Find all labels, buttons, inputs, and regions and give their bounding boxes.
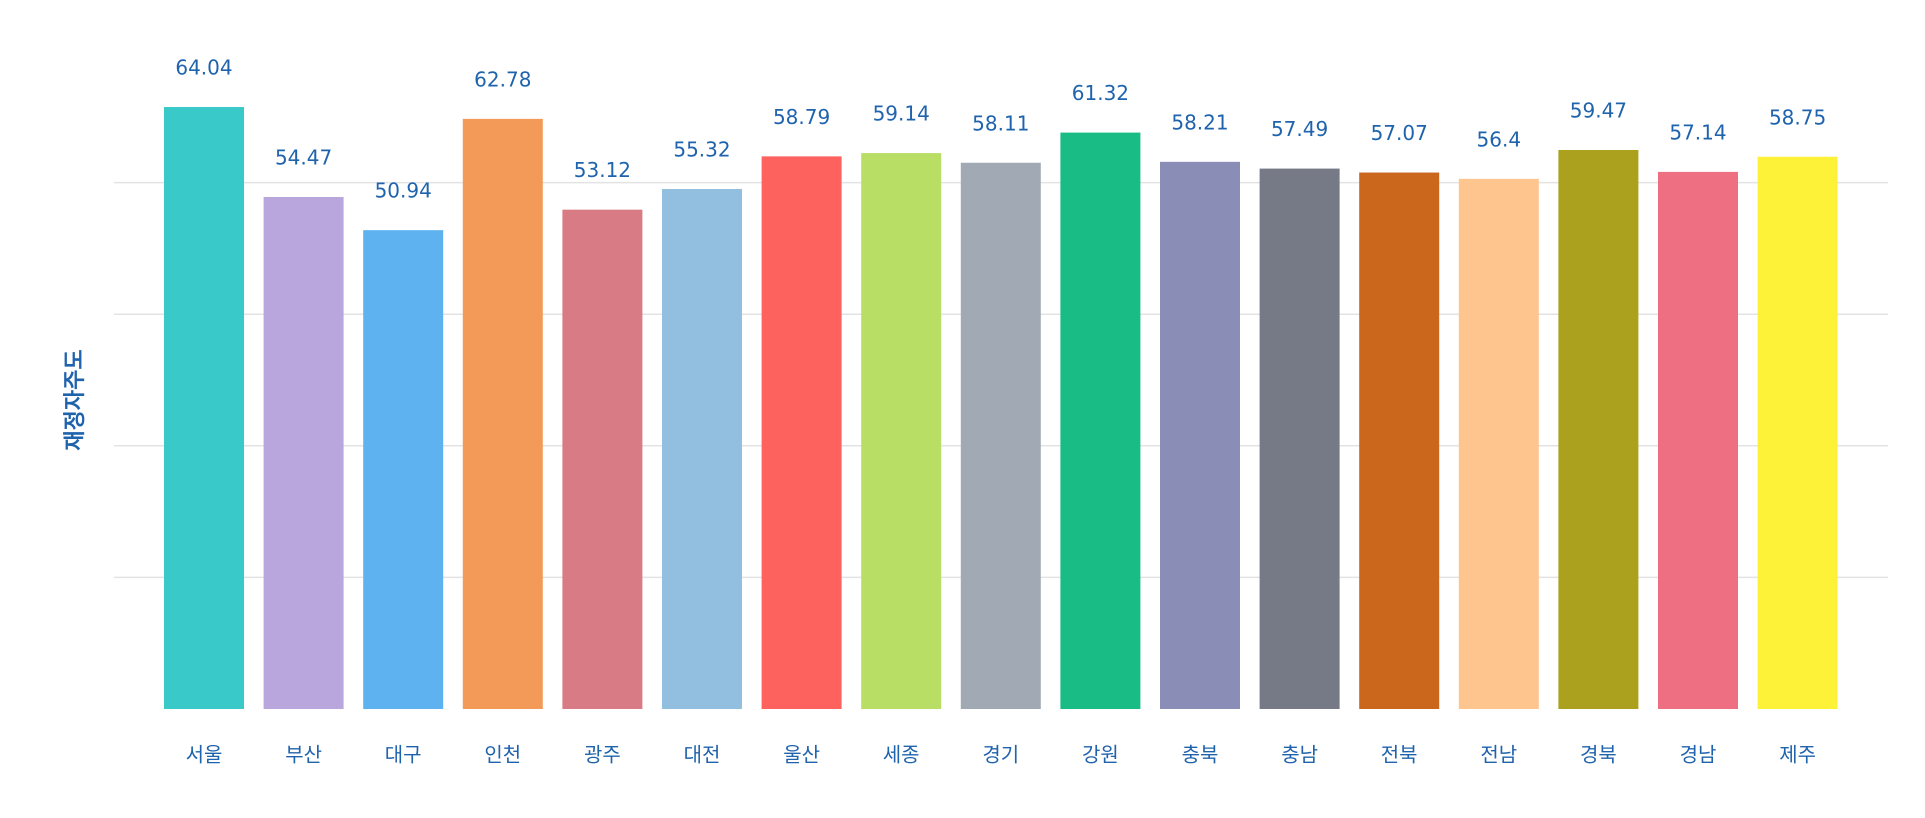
bar: [1558, 149, 1639, 709]
bar: [1359, 172, 1440, 710]
x-tick-label: 전남: [1480, 743, 1517, 767]
value-label: 53.12: [574, 158, 631, 182]
x-tick-label: 대구: [385, 743, 422, 767]
y-axis-label: 재정자주도: [63, 349, 88, 450]
x-tick-label: 제주: [1779, 743, 1816, 767]
x-tick-label: 경남: [1680, 743, 1717, 767]
bar: [662, 188, 742, 709]
x-tick-label: 대전: [684, 743, 721, 767]
value-label: 64.04: [175, 56, 232, 80]
x-tick-label: 경기: [982, 743, 1019, 767]
value-label: 58.21: [1171, 110, 1228, 134]
x-tick-label: 충북: [1182, 743, 1219, 767]
x-tick-label: 부산: [285, 743, 322, 767]
value-label: 57.49: [1271, 117, 1328, 141]
bar: [861, 153, 942, 710]
value-label: 58.11: [972, 111, 1029, 135]
bar: [263, 196, 344, 709]
bar: [1658, 171, 1738, 709]
bar: [1458, 178, 1539, 710]
x-tick-label: 울산: [783, 743, 820, 767]
x-tick-label: 경북: [1580, 743, 1617, 767]
value-label: 59.47: [1570, 98, 1627, 122]
bar: [1757, 156, 1838, 709]
value-label: 57.14: [1669, 120, 1726, 144]
x-tick-label: 강원: [1082, 743, 1119, 767]
x-tick-label: 충남: [1281, 743, 1318, 767]
value-label: 58.79: [773, 105, 830, 129]
bar: [164, 107, 244, 710]
value-label: 56.4: [1477, 127, 1522, 151]
bar: [1259, 168, 1340, 709]
value-label: 50.94: [375, 179, 432, 203]
bar: [761, 156, 842, 709]
x-tick-label: 광주: [584, 743, 621, 767]
x-tick-label: 인천: [484, 743, 521, 767]
value-label: 59.14: [873, 102, 930, 126]
x-tick-label: 세종: [883, 743, 920, 767]
value-label: 61.32: [1072, 81, 1129, 105]
value-label: 58.75: [1769, 105, 1826, 129]
value-label: 54.47: [275, 145, 332, 169]
x-tick-label: 전북: [1381, 743, 1418, 767]
bar: [562, 209, 643, 709]
bar: [1060, 132, 1141, 710]
value-label: 62.78: [474, 67, 531, 91]
bar: [462, 118, 543, 710]
value-label: 55.32: [673, 137, 730, 161]
value-label: 57.07: [1371, 121, 1428, 145]
bar: [960, 162, 1041, 710]
bar: [363, 230, 444, 709]
x-tick-label: 서울: [186, 743, 223, 767]
bar: [1160, 161, 1240, 710]
